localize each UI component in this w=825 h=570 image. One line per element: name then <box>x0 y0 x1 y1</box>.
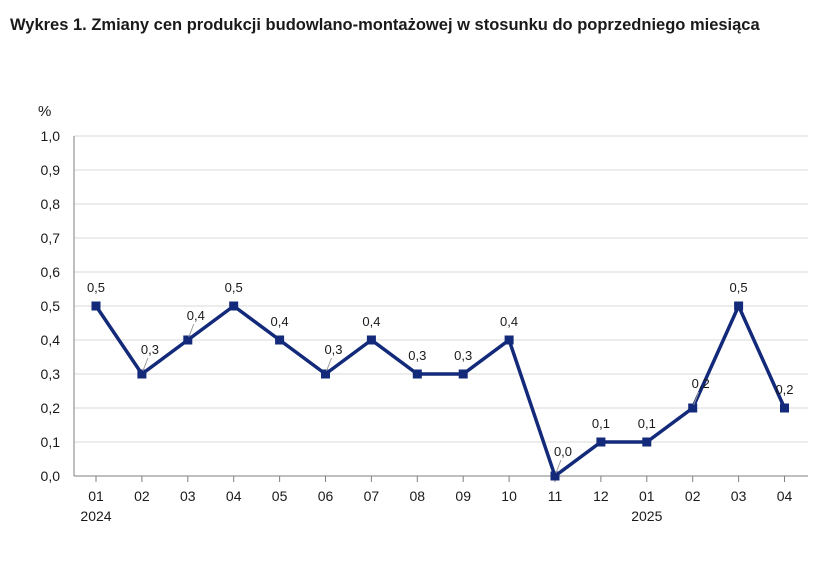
y-tick-label: 0,0 <box>41 468 61 484</box>
x-tick-label: 09 <box>455 488 471 504</box>
data-point-marker <box>734 301 744 311</box>
data-label: 0,3 <box>408 348 426 363</box>
data-label-leader <box>693 391 700 406</box>
y-axis-unit-label: % <box>38 103 51 120</box>
data-label-leader <box>555 459 562 474</box>
data-label: 0,5 <box>225 280 243 295</box>
x-tick-label: 06 <box>318 488 334 504</box>
data-label: 0,4 <box>187 308 205 323</box>
x-tick-label: 03 <box>180 488 196 504</box>
data-point-marker <box>183 335 193 345</box>
data-point-marker <box>412 369 422 379</box>
x-year-label: 2024 <box>80 508 111 524</box>
data-label: 0,3 <box>454 348 472 363</box>
chart-title: Wykres 1. Zmiany cen produkcji budowlano… <box>10 16 760 34</box>
x-axis: 01 02 03 04 05 06 07 08 09 10 11 12 01 02 03 04 2024 2025 <box>73 136 808 524</box>
y-axis-ticks: 0,0 0,1 0,2 0,3 0,4 0,5 0,6 0,7 0,8 0,9 1,0 <box>41 128 61 484</box>
x-tick-label: 12 <box>593 488 609 504</box>
data-point-marker <box>321 369 330 379</box>
data-label-leader <box>142 357 149 372</box>
data-label-leader <box>188 323 195 338</box>
x-tick-label: 04 <box>777 488 793 504</box>
y-tick-label: 0,1 <box>41 434 61 450</box>
data-point-marker <box>91 301 101 311</box>
data-label: 0,0 <box>554 444 572 459</box>
data-point-marker <box>275 335 285 345</box>
data-point-marker <box>229 301 239 311</box>
y-tick-label: 1,0 <box>41 128 61 144</box>
data-label: 0,5 <box>730 280 748 295</box>
data-point-marker <box>458 369 468 379</box>
y-tick-label: 0,7 <box>41 230 61 246</box>
y-tick-label: 0,4 <box>41 332 61 348</box>
data-point-marker <box>642 437 652 447</box>
series-line <box>94 301 787 479</box>
data-label: 0,4 <box>271 314 289 329</box>
data-label: 0,4 <box>362 314 380 329</box>
grid-lines <box>74 135 808 443</box>
data-label: 0,1 <box>638 416 656 431</box>
x-tick-label: 02 <box>685 488 701 504</box>
data-point-marker <box>550 471 560 481</box>
x-tick-label: 10 <box>501 488 517 504</box>
y-tick-label: 0,6 <box>41 264 61 280</box>
data-point-marker <box>596 437 606 447</box>
x-tick-label: 05 <box>272 488 288 504</box>
data-point-marker <box>366 335 376 345</box>
data-label: 0,2 <box>692 376 710 391</box>
x-tick-label: 04 <box>226 488 242 504</box>
y-tick-label: 0,8 <box>41 196 61 212</box>
x-year-label: 2025 <box>631 508 662 524</box>
data-label: 0,1 <box>592 416 610 431</box>
x-tick-label: 08 <box>410 488 426 504</box>
data-point-marker <box>780 403 789 413</box>
series-line-group <box>91 301 789 481</box>
data-point-marker <box>504 335 514 345</box>
x-tick-label: 02 <box>134 488 150 504</box>
data-point-marker <box>688 403 698 413</box>
data-label-leader <box>326 357 332 372</box>
y-tick-label: 0,3 <box>41 366 61 382</box>
data-point-marker <box>137 369 147 379</box>
x-tick-label: 11 <box>548 488 563 504</box>
y-tick-label: 0,5 <box>41 298 61 314</box>
data-label: 0,3 <box>324 342 342 357</box>
x-tick-label: 01 <box>639 488 655 504</box>
x-tick-label: 07 <box>364 488 380 504</box>
y-tick-label: 0,9 <box>41 162 61 178</box>
data-label: 0,5 <box>87 280 105 295</box>
x-tick-label: 03 <box>731 488 747 504</box>
data-labels: 0,5 0,3 0,4 0,5 0,4 0,3 0,4 0,3 0,3 0,4 0,0 0,1 0,1 0… <box>87 280 794 474</box>
x-tick-label: 01 <box>88 488 104 504</box>
y-tick-label: 0,2 <box>41 400 61 416</box>
data-label: 0,4 <box>500 314 518 329</box>
data-label: 0,2 <box>775 382 793 397</box>
data-label: 0,3 <box>141 342 159 357</box>
